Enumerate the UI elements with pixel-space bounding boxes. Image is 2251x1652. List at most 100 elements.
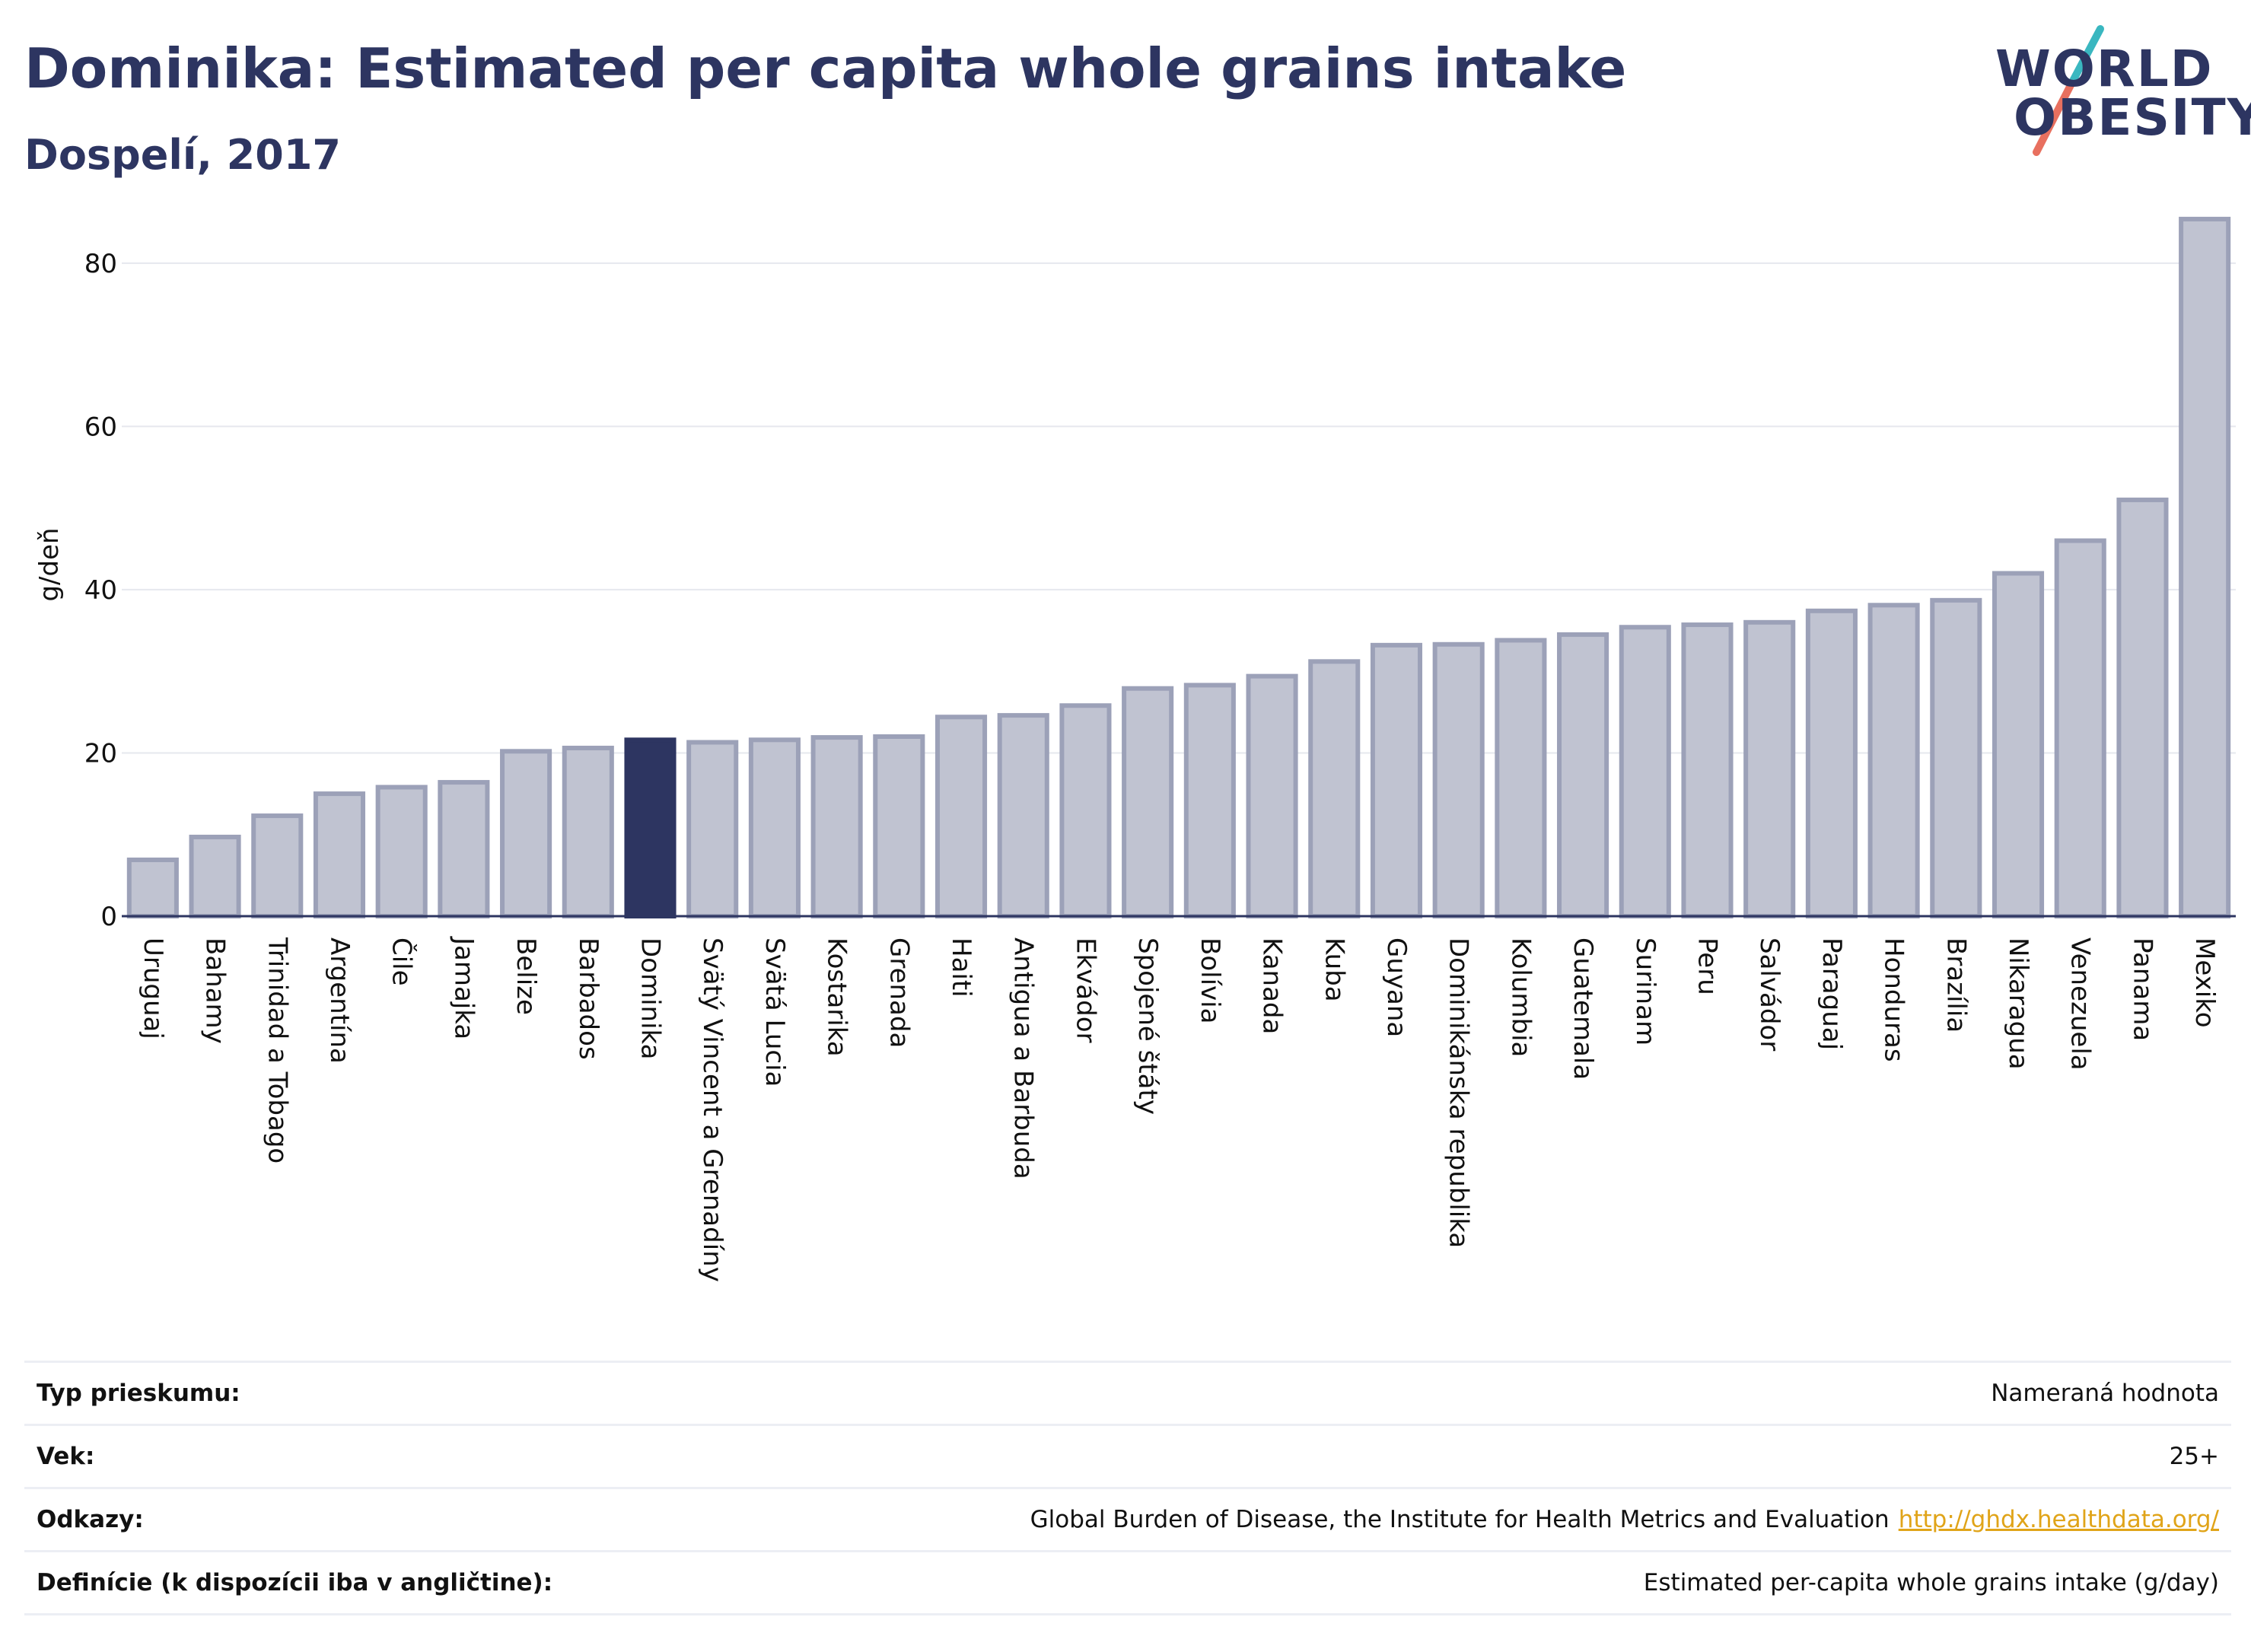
x-tick-label: Honduras [1879, 937, 1909, 1062]
x-tick-label: Mexiko [2189, 937, 2220, 1028]
bar-venezuela [2054, 538, 2106, 918]
x-tick-label: Haiti [946, 937, 976, 998]
bar-svätá-lucia [748, 737, 801, 918]
x-tick-label: Bolívia [1195, 937, 1225, 1023]
bar-brazília [1930, 597, 1982, 918]
x-tick-label: Ekvádor [1070, 937, 1100, 1043]
x-axis-ticks: Uruguaj Bahamy Trinidad a Tobago Argentína Č… [138, 936, 2220, 1282]
world-obesity-logo: WORLD OBESITY [1986, 23, 2251, 160]
bar-surinam [1619, 625, 1671, 918]
info-value: Estimated per-capita whole grains intake… [1644, 1569, 2219, 1596]
x-tick-label: Uruguaj [138, 937, 168, 1039]
x-tick-label: Paraguaj [1816, 937, 1847, 1050]
bar-jamajka [438, 780, 490, 919]
x-tick-label: Peru [1692, 937, 1723, 995]
x-tick-label: Grenada [884, 937, 914, 1048]
y-tick-label: 60 [84, 412, 117, 442]
x-tick-label: Nikaragua [2003, 937, 2033, 1070]
x-tick-label: Brazília [1941, 937, 1971, 1033]
bar-haiti [934, 715, 988, 918]
x-tick-label: Bahamy [200, 937, 231, 1044]
bar-peru [1681, 622, 1734, 918]
y-tick-label: 20 [84, 738, 117, 769]
x-tick-label: Trinidad a Tobago [262, 937, 292, 1163]
grid-lines [122, 262, 2236, 754]
x-tick-label: Kanada [1257, 937, 1288, 1034]
y-axis-ticks: 0 20 40 60 80 [84, 249, 117, 932]
x-tick-label: Svätá Lucia [759, 937, 790, 1087]
x-tick-label: Salvádor [1754, 937, 1785, 1051]
bar-honduras [1867, 603, 1920, 918]
x-tick-label: Čile [387, 937, 418, 986]
y-tick-label: 0 [100, 902, 117, 932]
info-value-text: Estimated per-capita whole grains intake… [1643, 1569, 2219, 1596]
bar-grenada [873, 734, 925, 918]
y-tick-label: 80 [84, 249, 117, 279]
x-tick-label: Kostarika [822, 937, 852, 1057]
x-tick-label: Belize [511, 937, 541, 1015]
x-tick-label: Venezuela [2065, 937, 2096, 1071]
bar-barbados [562, 746, 614, 918]
bar-uruguaj [126, 857, 179, 918]
page-title: Dominika: Estimated per capita whole gra… [24, 37, 1627, 100]
x-tick-label: Antigua a Barbuda [1008, 937, 1039, 1179]
bar-bolívia [1183, 683, 1236, 918]
x-tick-label: Dominika [635, 937, 666, 1059]
bar-bahamy [189, 834, 241, 918]
logo-slash-icon [2033, 25, 2104, 156]
bar-svätý-vincent-a-grenadíny [686, 740, 739, 918]
bar-ekvádor [1059, 703, 1112, 919]
bar-trinidad-a-tobago [251, 813, 304, 919]
info-table: Typ prieskumu: Nameraná hodnota Vek: 25+ Odk… [24, 1361, 2231, 1615]
info-row: Odkazy: Global Burden of Disease, the Ins… [24, 1489, 2231, 1552]
y-axis-label: g/deň [34, 527, 65, 601]
x-tick-label: Argentína [324, 937, 355, 1064]
logo-word-obesity: OBESITY [2014, 88, 2251, 147]
info-value-text: Nameraná hodnota [1991, 1380, 2219, 1407]
bar-spojené-štáty [1122, 686, 1174, 919]
x-tick-label: Barbados [573, 937, 603, 1060]
bar-dominika [624, 737, 677, 918]
bar-guatemala [1557, 632, 1609, 919]
x-tick-label: Svätý Vincent a Grenadíny [697, 937, 728, 1282]
info-row: Definície (k dispozícii iba v angličtine… [24, 1552, 2231, 1615]
bar-dominikánska-republika [1432, 641, 1485, 918]
bar-chart: 0 20 40 60 80 g/deň Uruguaj Bahamy Trinidad a … [34, 216, 2236, 1282]
info-value: Nameraná hodnota [1991, 1380, 2219, 1407]
x-tick-label: Surinam [1630, 937, 1660, 1046]
bar-kolumbia [1495, 638, 1547, 918]
x-tick-label: Jamajka [448, 936, 479, 1039]
x-tick-label: Spojené štáty [1132, 937, 1163, 1115]
x-tick-label: Dominikánska republika [1444, 937, 1474, 1248]
info-label: Odkazy: [37, 1506, 144, 1533]
bars [126, 216, 2231, 919]
info-label: Vek: [37, 1443, 95, 1470]
bar-nikaragua [1992, 571, 2045, 918]
bar-panama [2116, 497, 2169, 918]
logo-word-world: WORLD [1995, 40, 2214, 98]
info-row: Vek: 25+ [24, 1426, 2231, 1489]
page-subtitle: Dospelí, 2017 [24, 131, 341, 179]
info-value-text: Global Burden of Disease, the Institute … [1030, 1506, 1890, 1533]
source-link[interactable]: http://ghdx.healthdata.org/ [1898, 1506, 2219, 1533]
info-label: Definície (k dispozícii iba v angličtine… [37, 1569, 553, 1596]
info-label: Typ prieskumu: [37, 1380, 240, 1407]
bar-paraguaj [1805, 608, 1858, 918]
x-tick-label: Panama [2127, 937, 2157, 1041]
bar-kostarika [810, 735, 863, 919]
bar-argentína [313, 791, 366, 918]
bar-kuba [1308, 659, 1361, 918]
bar-kanada [1246, 673, 1298, 918]
bar-guyana [1370, 642, 1423, 918]
bar-belize [500, 749, 552, 918]
bar-čile [375, 785, 428, 918]
bar-antigua-a-barbuda [997, 713, 1049, 918]
x-tick-label: Kolumbia [1505, 937, 1536, 1057]
x-tick-label: Guyana [1381, 937, 1412, 1037]
y-tick-label: 40 [84, 575, 117, 606]
bar-mexiko [2179, 216, 2231, 918]
info-row: Typ prieskumu: Nameraná hodnota [24, 1363, 2231, 1426]
info-value: 25+ [2170, 1443, 2219, 1470]
x-tick-label: Kuba [1319, 937, 1349, 1002]
info-value-text: 25+ [2169, 1443, 2219, 1470]
